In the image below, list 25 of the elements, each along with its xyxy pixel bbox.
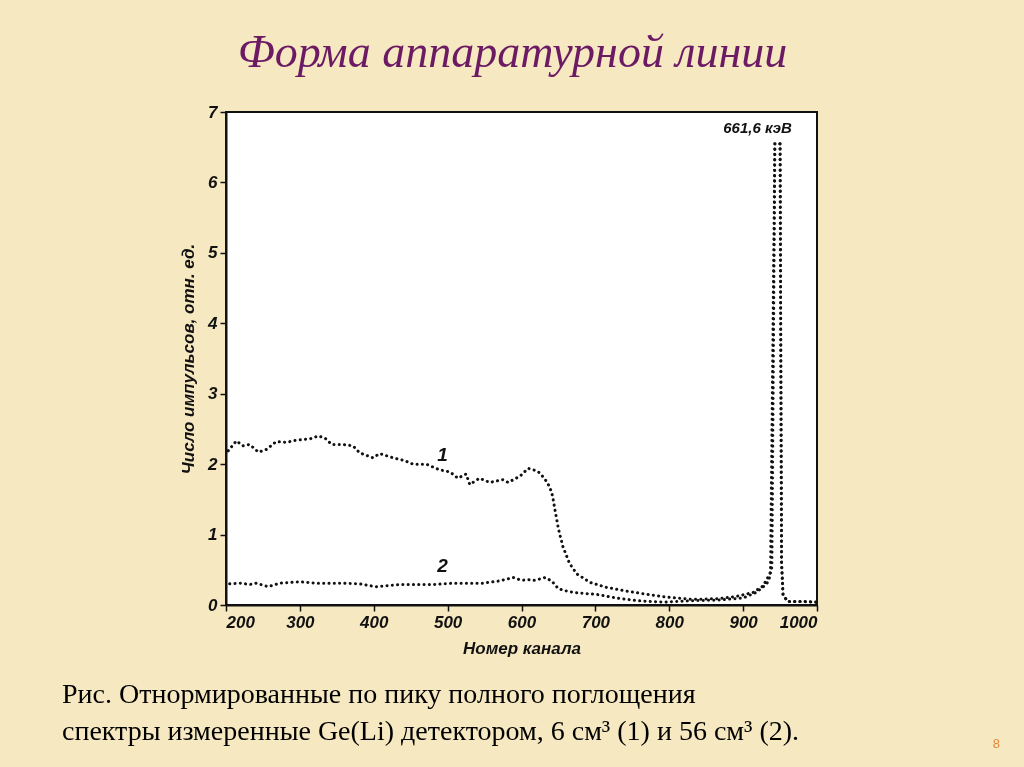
x-tick-label: 1000	[779, 612, 819, 632]
y-tick-label: 3	[208, 384, 219, 404]
text: Рис. Отнормированные по пику полного поглощения спектры измеренные Ge(Li) детектором, 6 см³ (1) и 56 см³ (2).	[62, 678, 800, 746]
y-axis-title: Число импульсов, отн. ед.	[179, 243, 199, 475]
series-label: 1	[437, 444, 448, 466]
y-tick-label: 4	[207, 313, 219, 333]
x-tick-label: 300	[286, 612, 316, 632]
x-tick-label: 500	[433, 612, 463, 632]
y-tick-label: 2	[207, 454, 219, 474]
x-tick-label: 900	[729, 612, 759, 632]
y-tick-label: 7	[208, 102, 220, 122]
y-tick-label: 0	[208, 595, 219, 615]
y-tick-label: 1	[208, 525, 218, 545]
series-label: 2	[436, 555, 449, 577]
x-tick-label: 700	[581, 612, 611, 632]
x-axis-title: Номер канала	[462, 638, 582, 658]
annotation: 661,6 кэВ	[723, 118, 792, 136]
y-tick-label: 5	[208, 243, 219, 263]
y-tick-label: 6	[208, 172, 219, 192]
x-tick-label: 400	[359, 612, 389, 632]
x-tick-label: 600	[507, 612, 537, 632]
x-tick-label: 800	[655, 612, 685, 632]
text: 8	[992, 736, 1000, 751]
x-tick-label: 200	[225, 612, 256, 632]
chart-title: Форма аппаратурной линии	[237, 26, 788, 77]
